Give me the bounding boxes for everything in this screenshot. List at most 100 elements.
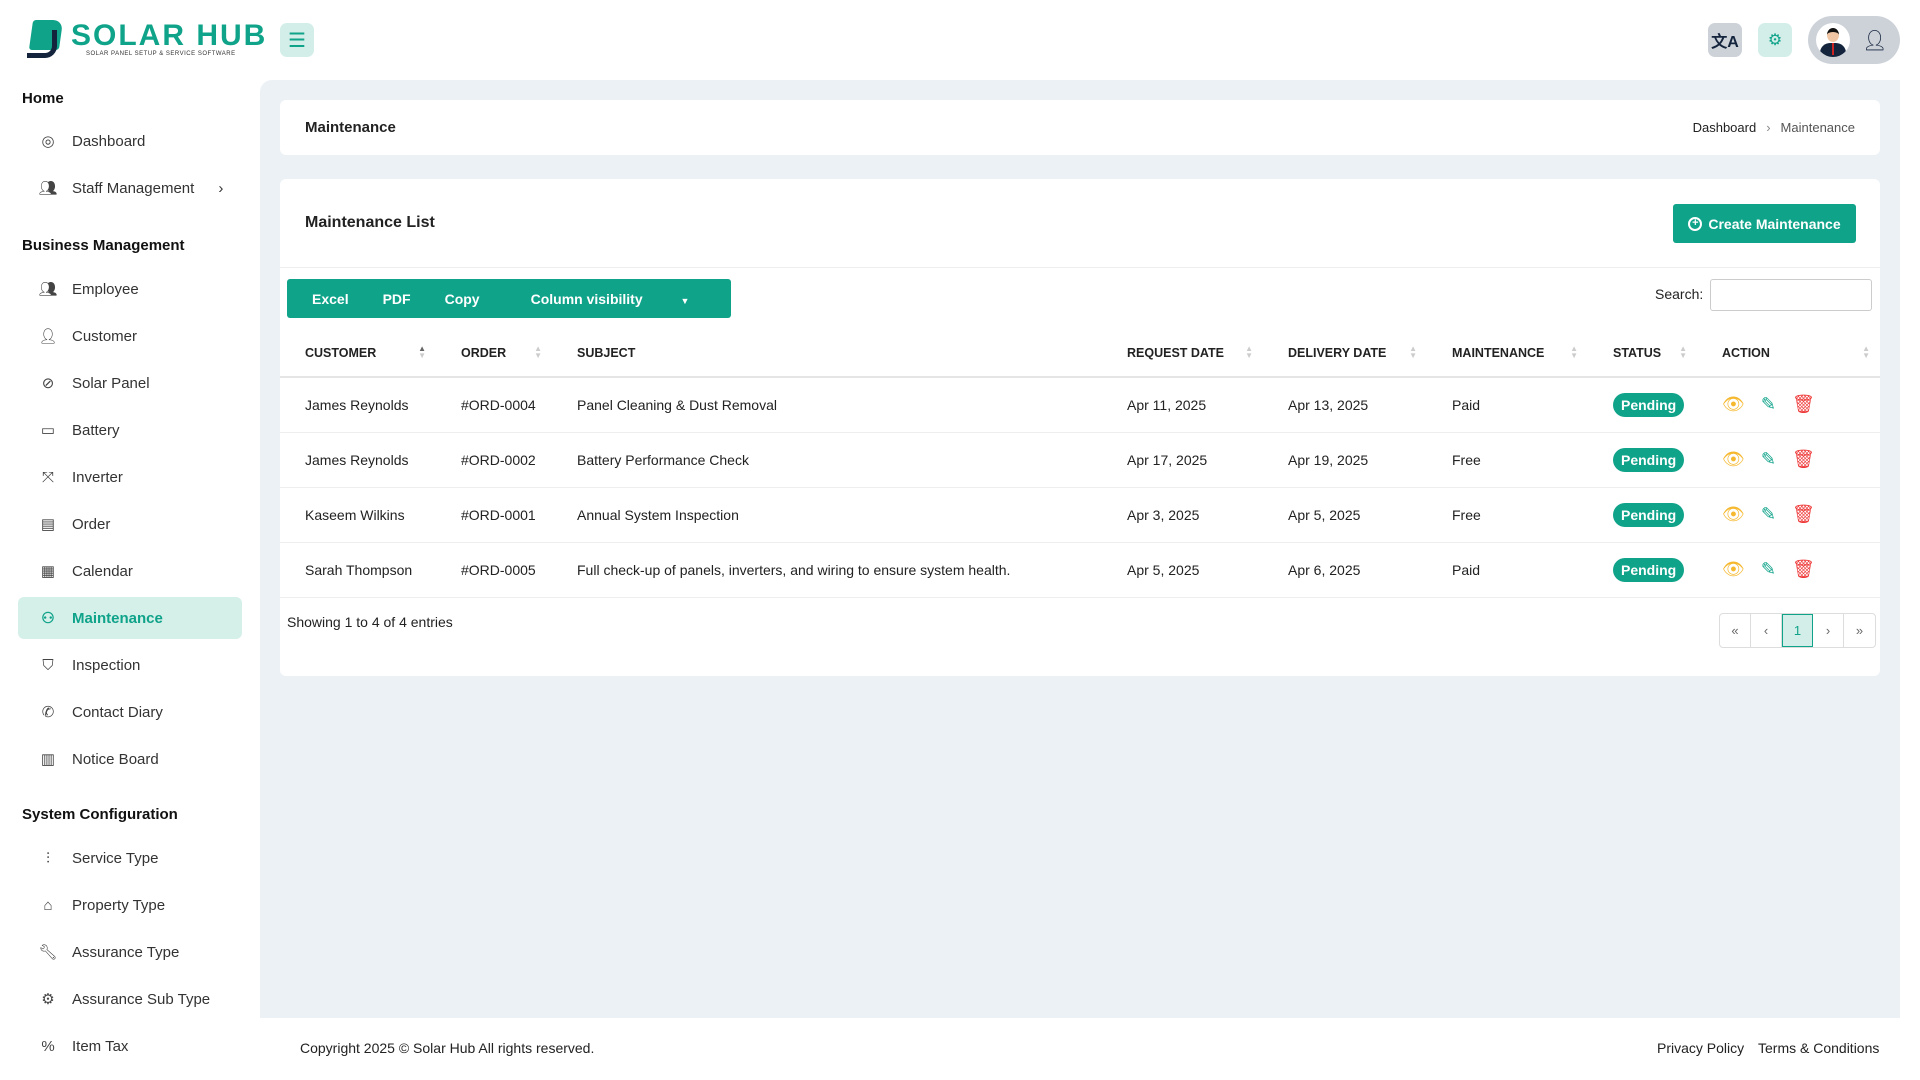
search-input[interactable] xyxy=(1710,279,1872,311)
sidebar-item-dashboard[interactable]: ◎ Dashboard xyxy=(18,120,242,162)
sort-icon: ▲ ▼ xyxy=(1862,344,1870,360)
sidebar-item-notice-board[interactable]: ▥ Notice Board xyxy=(18,738,242,780)
excel-button[interactable]: Excel xyxy=(312,290,349,307)
table-row: Sarah Thompson #ORD-0005 Full check-up of … xyxy=(280,542,1880,598)
sidebar-item-solar-panel[interactable]: ⊘ Solar Panel xyxy=(18,362,242,404)
sidebar-item-assurance-type[interactable]: 🔧︎ Assurance Type xyxy=(18,931,242,973)
edit-icon[interactable]: ✎ xyxy=(1760,394,1776,415)
assurance-type-icon: 🔧︎ xyxy=(38,944,58,961)
sidebar-item-item-tax[interactable]: % Item Tax xyxy=(18,1025,242,1067)
copy-button[interactable]: Copy xyxy=(444,290,480,307)
page-title: Maintenance xyxy=(305,119,396,136)
delete-trash-icon[interactable]: 🗑︎ xyxy=(1791,504,1815,524)
gear-icon: ⚙ xyxy=(1767,32,1783,49)
cell-delivery: Apr 13, 2025 xyxy=(1263,377,1427,433)
column-header-action[interactable]: ACTION ▲ ▼ xyxy=(1697,329,1880,378)
translate-button[interactable]: 文A xyxy=(1708,23,1742,57)
sidebar-item-inverter[interactable]: ⤧ Inverter xyxy=(18,456,242,498)
sidebar-item-label: Notice Board xyxy=(72,750,159,768)
first-page-button[interactable]: « xyxy=(1720,614,1751,647)
cell-request: Apr 17, 2025 xyxy=(1102,432,1263,488)
view-eye-icon[interactable]: 👁︎ xyxy=(1722,504,1745,524)
sidebar-item-maintenance[interactable]: ⚇ Maintenance xyxy=(18,597,242,639)
column-visibility-label: Column visibility xyxy=(530,290,643,307)
column-header-request-date[interactable]: REQUEST DATE ▲ ▼ xyxy=(1102,329,1263,378)
prev-page-button[interactable]: ‹ xyxy=(1751,614,1782,647)
column-header-label: STATUS xyxy=(1613,345,1662,360)
cell-status: Pending xyxy=(1588,377,1697,433)
pdf-button[interactable]: PDF xyxy=(382,290,411,307)
privacy-policy-link[interactable]: Privacy Policy xyxy=(1657,1040,1745,1056)
user-check-icon: 👤︎ xyxy=(1862,29,1888,52)
sidebar-item-staff-management[interactable]: 👥︎ Staff Management › xyxy=(18,167,242,209)
view-eye-icon[interactable]: 👁︎ xyxy=(1722,449,1745,469)
column-header-label: DELIVERY DATE xyxy=(1288,345,1387,360)
logo[interactable]: SOLAR HUB SOLAR PANEL SETUP & SERVICE SO… xyxy=(27,20,267,58)
sidebar-item-label: Calendar xyxy=(72,562,133,580)
column-header-label: CUSTOMER xyxy=(305,345,377,360)
cell-order: #ORD-0005 xyxy=(436,542,552,598)
column-visibility-button[interactable]: Column visibility ▼ xyxy=(497,291,724,307)
sidebar-item-label: Contact Diary xyxy=(72,703,163,721)
edit-icon[interactable]: ✎ xyxy=(1760,449,1776,469)
sidebar-item-service-type[interactable]: ⫶ Service Type xyxy=(18,837,242,879)
inverter-icon: ⤧ xyxy=(41,468,54,486)
sidebar-item-contact-diary[interactable]: ✆ Contact Diary xyxy=(18,691,242,733)
list-title: Maintenance List xyxy=(305,214,435,231)
cell-customer: James Reynolds xyxy=(280,377,436,433)
assurance-sub-type-icon: ⚙ xyxy=(41,991,55,1008)
sidebar-item-inspection[interactable]: ⛉ Inspection xyxy=(18,644,242,686)
column-header-status[interactable]: STATUS ▲ ▼ xyxy=(1588,329,1697,378)
delete-trash-icon[interactable]: 🗑︎ xyxy=(1791,559,1815,579)
sidebar-item-label: Inverter xyxy=(72,468,123,486)
column-header-maintenance[interactable]: MAINTENANCE ▲ ▼ xyxy=(1427,329,1588,378)
sidebar-item-label: Order xyxy=(72,515,111,533)
pagination: «‹ 1 › » xyxy=(1719,613,1876,648)
sidebar-item-label: Assurance Sub Type xyxy=(72,990,211,1008)
brand-name: SOLAR HUB xyxy=(71,19,268,52)
sidebar-item-calendar[interactable]: ▦ Calendar xyxy=(18,550,242,592)
cell-customer: Kaseem Wilkins xyxy=(280,487,436,543)
settings-button[interactable]: ⚙ xyxy=(1758,23,1792,57)
column-header-order[interactable]: ORDER ▲ ▼ xyxy=(436,329,552,378)
cell-order: #ORD-0004 xyxy=(436,377,552,433)
edit-icon[interactable]: ✎ xyxy=(1760,504,1776,524)
status-badge: Pending xyxy=(1613,502,1685,527)
delete-trash-icon[interactable]: 🗑︎ xyxy=(1791,449,1815,469)
sidebar-item-label: Property Type xyxy=(72,896,166,914)
sidebar-item-customer[interactable]: 👤︎ Customer xyxy=(18,315,242,357)
breadcrumb-dashboard-link[interactable]: Dashboard xyxy=(1692,120,1757,135)
sidebar-item-employee[interactable]: 👥︎ Employee xyxy=(18,268,242,310)
column-header-subject[interactable]: SUBJECT xyxy=(552,329,1102,378)
cell-maintenance: Paid xyxy=(1427,377,1588,433)
column-header-delivery-date[interactable]: DELIVERY DATE ▲ ▼ xyxy=(1263,329,1427,378)
table-row: James Reynolds #ORD-0004 Panel Cleaning & … xyxy=(280,377,1880,433)
create-maintenance-label: Create Maintenance xyxy=(1708,215,1841,232)
last-page-button[interactable]: » xyxy=(1855,623,1864,638)
sidebar-item-property-type[interactable]: ⌂ Property Type xyxy=(18,884,242,926)
delete-trash-icon[interactable]: 🗑︎ xyxy=(1791,394,1815,415)
cell-status: Pending xyxy=(1588,487,1697,543)
calendar-icon: ▦ xyxy=(40,563,56,580)
edit-icon[interactable]: ✎ xyxy=(1760,559,1776,579)
sidebar-item-assurance-sub-type[interactable]: ⚙ Assurance Sub Type xyxy=(18,978,242,1020)
create-maintenance-button[interactable]: + Create Maintenance xyxy=(1673,204,1856,243)
profile-menu[interactable]: 👤︎ xyxy=(1808,16,1900,64)
sidebar-section-title: Home xyxy=(22,90,64,107)
view-eye-icon[interactable]: 👁︎ xyxy=(1722,394,1745,415)
cell-customer: Sarah Thompson xyxy=(280,542,436,598)
menu-toggle-button[interactable]: ☰ xyxy=(280,23,314,57)
page-1-button[interactable]: 1 xyxy=(1782,614,1813,647)
copyright: Copyright 2025 © Solar Hub All rights re… xyxy=(300,1040,595,1056)
sidebar-item-battery[interactable]: ▭ Battery xyxy=(18,409,242,451)
cell-action: 👁︎ ✎ 🗑︎ xyxy=(1697,542,1880,598)
terms-link[interactable]: Terms & Conditions xyxy=(1758,1040,1880,1056)
sidebar-item-order[interactable]: ▤ Order xyxy=(18,503,242,545)
hamburger-icon: ☰ xyxy=(288,29,306,52)
next-page-button[interactable]: › xyxy=(1813,614,1844,647)
cell-delivery: Apr 5, 2025 xyxy=(1263,487,1427,543)
view-eye-icon[interactable]: 👁︎ xyxy=(1722,559,1745,579)
sidebar-item-label: Dashboard xyxy=(72,132,146,150)
column-header-customer[interactable]: CUSTOMER ▲ ▼ xyxy=(280,329,436,378)
table-row: Kaseem Wilkins #ORD-0001 Annual System Ins… xyxy=(280,487,1880,543)
